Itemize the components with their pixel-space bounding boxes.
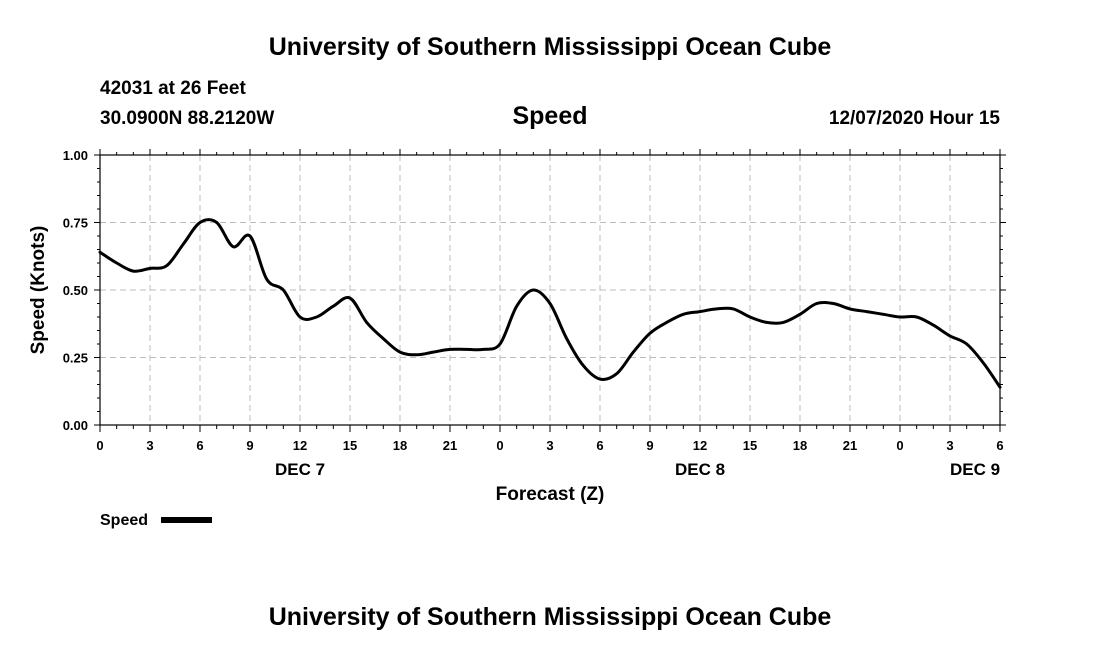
legend-label: Speed [100,512,148,529]
y-tick-label: 0.75 [63,216,88,231]
footer-title: University of Southern Mississippi Ocean… [269,603,832,631]
x-tick-label: 18 [793,438,807,453]
coords-label: 30.0900N 88.2120W [100,108,274,129]
x-tick-label: 3 [946,438,953,453]
x-tick-label: 15 [343,438,357,453]
x-tick-label: 6 [196,438,203,453]
x-axis-label: Forecast (Z) [496,484,605,505]
series-line-speed [98,218,1002,389]
chart-title: Speed [512,102,587,130]
page-title: University of Southern Mississippi Ocean… [269,33,832,61]
x-tick-label: 0 [96,438,103,453]
datetime-label: 12/07/2020 Hour 15 [829,108,1001,129]
station-label: 42031 at 26 Feet [100,78,246,99]
y-tick-label: 0.25 [63,351,88,366]
y-axis-label: Speed (Knots) [28,226,49,355]
x-tick-label: 3 [546,438,553,453]
day-label: DEC 8 [675,460,725,479]
series [98,218,1002,389]
x-tick-label: 21 [443,438,457,453]
x-tick-label: 21 [843,438,857,453]
y-tick-label: 0.00 [63,418,88,433]
x-tick-label: 0 [496,438,503,453]
x-tick-label: 12 [293,438,307,453]
x-tick-label: 3 [146,438,153,453]
x-tick-label: 6 [996,438,1003,453]
tick-labels: 0.00 0.25 0.50 0.75 1.00 0 3 6 9 12 15 18 21 0 3 6 9 12 15… [63,148,1004,479]
x-tick-label: 9 [646,438,653,453]
x-tick-label: 6 [596,438,603,453]
y-tick-label: 1.00 [63,148,88,163]
day-label: DEC 7 [275,460,325,479]
x-tick-label: 15 [743,438,757,453]
ticks [94,149,1006,432]
y-tick-label: 0.50 [63,283,88,298]
x-tick-label: 18 [393,438,407,453]
day-label: DEC 9 [950,460,1000,479]
x-tick-label: 12 [693,438,707,453]
grid [100,155,1000,425]
x-tick-label: 0 [896,438,903,453]
x-tick-label: 9 [246,438,253,453]
